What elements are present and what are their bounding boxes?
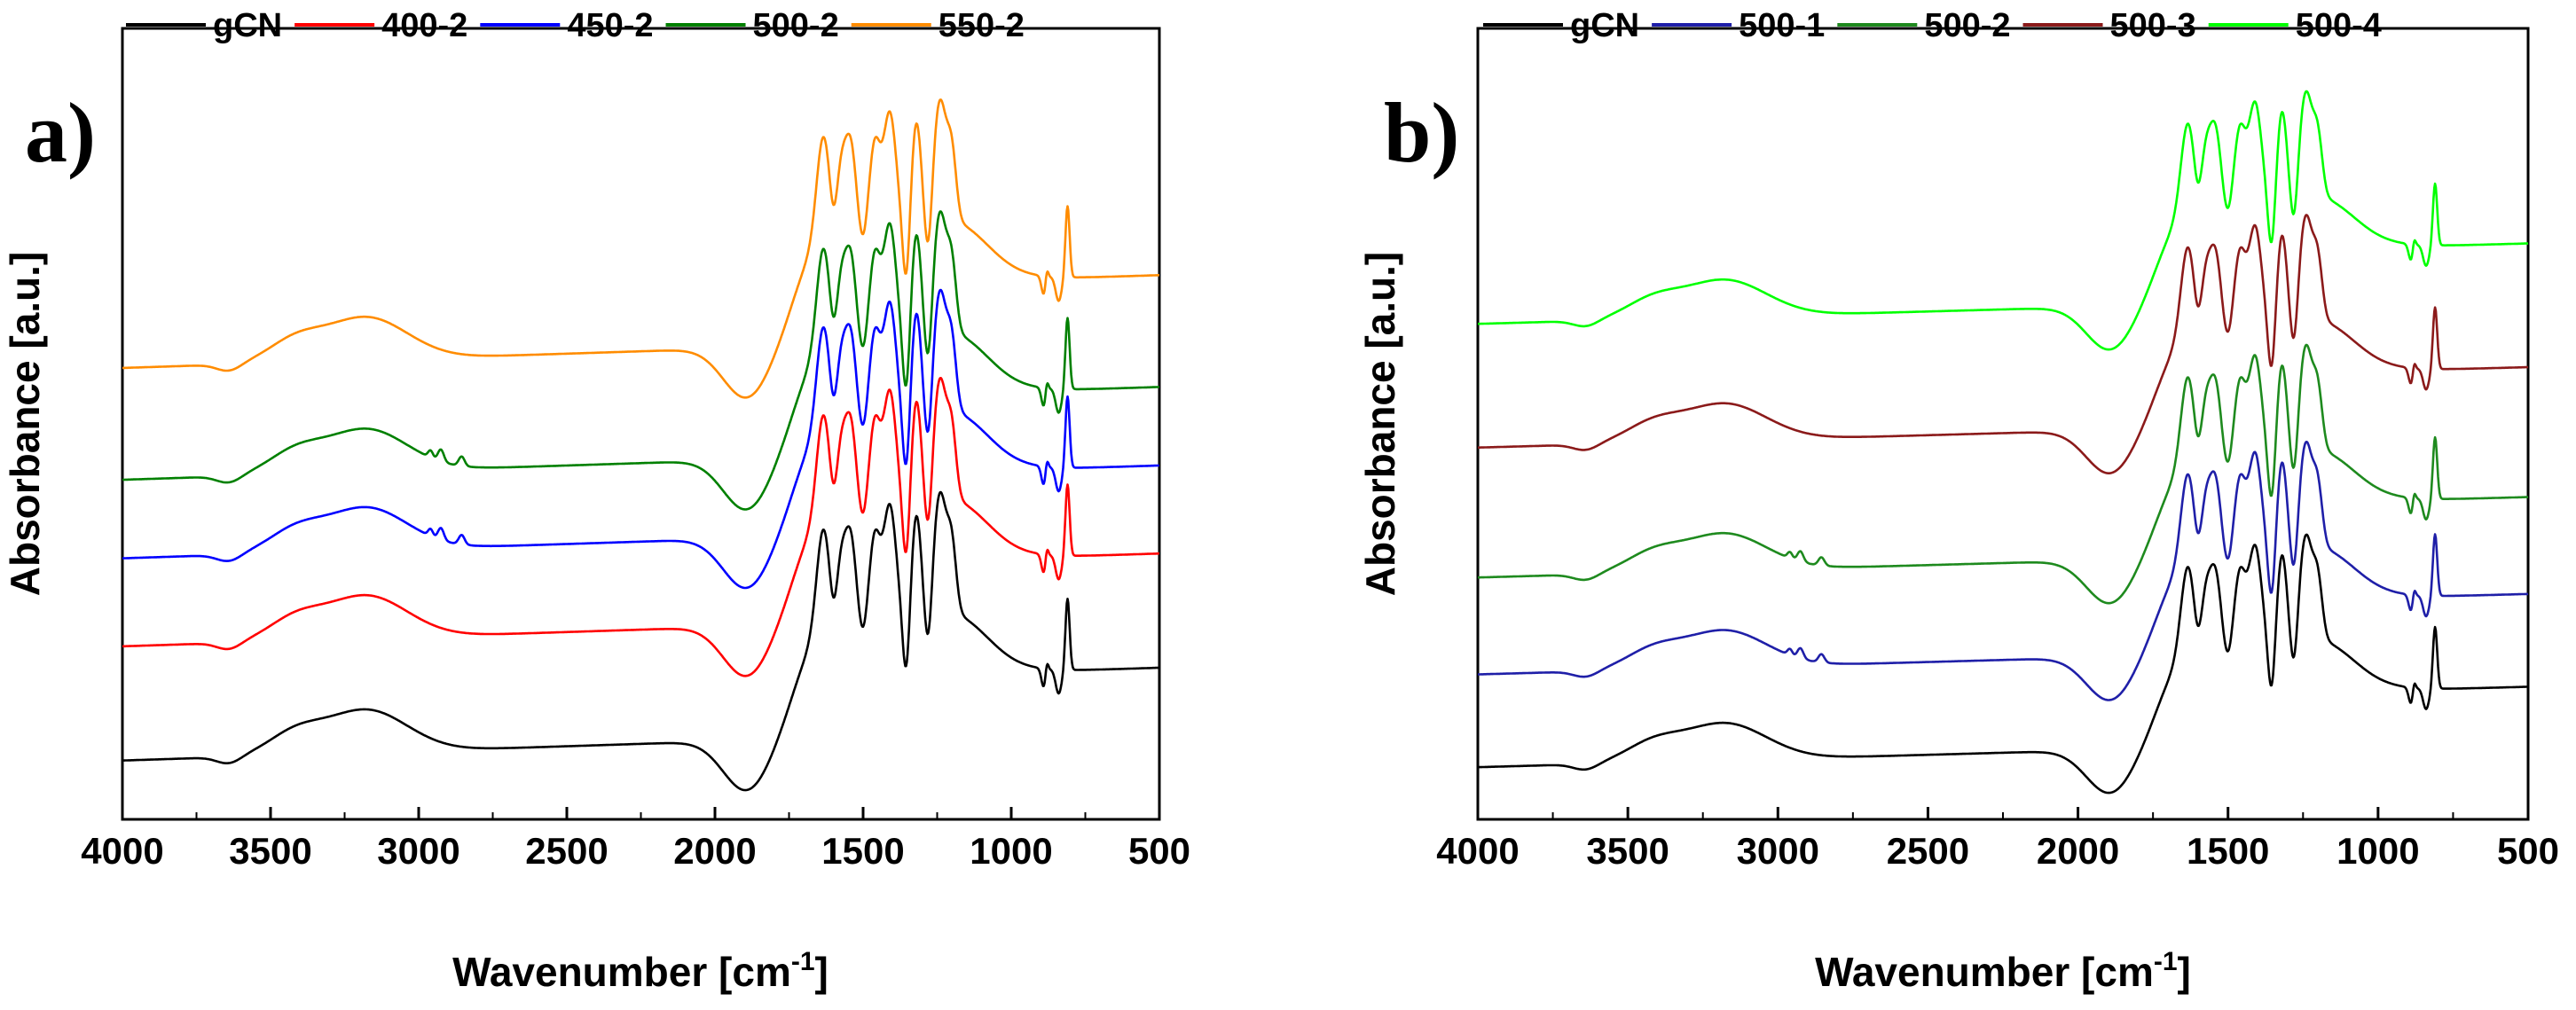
x-tick-label: 3500 [1586,830,1669,872]
x-tick-label: 4000 [1436,830,1519,872]
x-tick-label: 500 [2497,830,2559,872]
y-axis-title: Absorbance [a.u.] [2,252,48,597]
x-tick-label: 2000 [2037,830,2119,872]
x-axis-title: Wavenumber [cm-1] [1815,947,2191,995]
legend-label-500-3: 500-3 [2110,7,2196,44]
panel-label: a) [25,85,96,180]
x-tick-label: 2500 [525,830,608,872]
plot-frame [121,27,1161,821]
legend-label-500-4: 500-4 [2296,7,2382,44]
x-tick-label: 1500 [2187,830,2269,872]
y-axis-title: Absorbance [a.u.] [1357,252,1403,597]
legend-label-gCN: gCN [213,7,282,44]
legend-label-gCN: gCN [1570,7,1639,44]
series-line-400-2 [122,377,1160,677]
panel-a: 4000 3500 3000 2500 2000 1500 1000 500 Wavenumbe… [2,7,1190,995]
x-tick-label: 3000 [377,830,459,872]
series-line-450-2 [122,288,1160,590]
legend-label-450-2: 450-2 [567,7,653,44]
panel-label: b) [1384,85,1459,180]
x-tick-label: 3500 [229,830,311,872]
legend: gCN 500-1 500-2 500-3 500-4 [1483,7,2382,44]
series-line-500-4 [1477,90,2529,351]
legend-label-550-2: 550-2 [939,7,1025,44]
legend-label-500-2: 500-2 [1924,7,2010,44]
series-line-500-1 [1477,441,2529,701]
x-tick-label: 3000 [1737,830,1819,872]
panel-b: 4000 3500 3000 2500 2000 1500 1000 500 Wavenumbe… [1357,7,2559,995]
plot-frame [1476,27,2530,821]
x-tick-label: 1500 [821,830,904,872]
x-tick-label: 4000 [81,830,163,872]
legend-label-500-2: 500-2 [753,7,839,44]
x-tick-label: 1000 [970,830,1052,872]
x-tick-label: 2000 [673,830,756,872]
x-tick-label: 500 [1128,830,1190,872]
x-axis-title: Wavenumber [cm-1] [452,947,829,995]
legend: gCN 400-2 450-2 500-2 550-2 [126,7,1025,44]
series-line-500-2 [122,210,1160,511]
legend-label-500-1: 500-1 [1739,7,1825,44]
series-line-500-3 [1477,214,2529,474]
x-tick-label: 1000 [2336,830,2419,872]
legend-label-400-2: 400-2 [381,7,467,44]
x-tick-label: 2500 [1887,830,1969,872]
series-line-550-2 [122,98,1160,399]
series-line-gCN [1477,533,2529,795]
series-line-500-2 [1477,343,2529,605]
series-line-gCN [122,490,1160,792]
